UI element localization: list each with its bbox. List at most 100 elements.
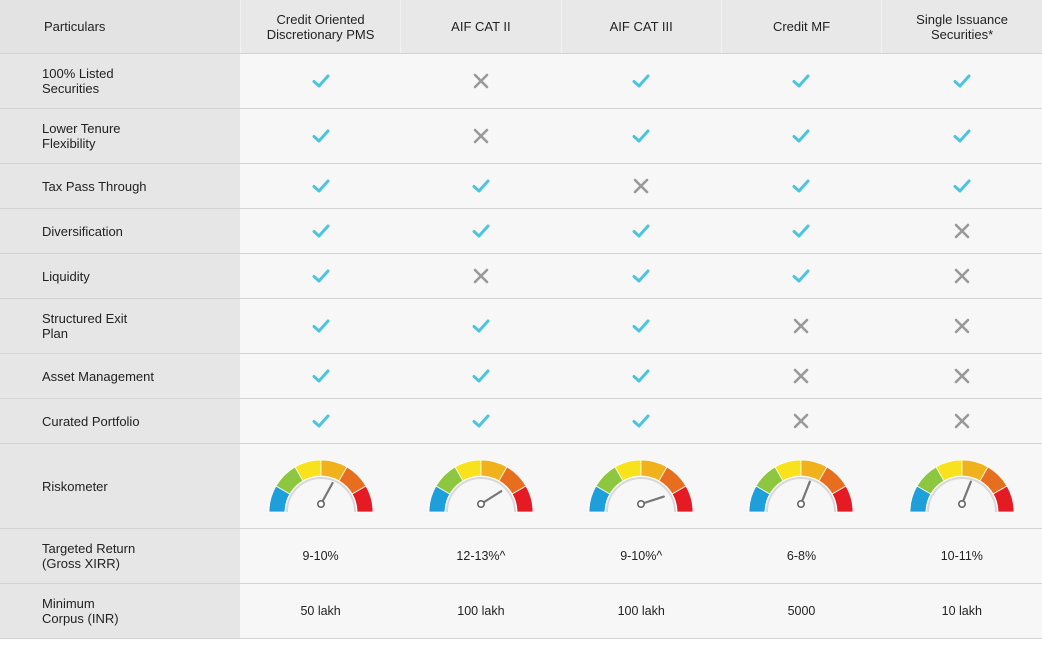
- table-cell: [721, 298, 882, 354]
- table-cell: [721, 108, 882, 164]
- table-cell: [881, 253, 1042, 299]
- table-cell: [721, 398, 882, 444]
- table-cell: [561, 163, 722, 209]
- check-icon: [632, 414, 650, 428]
- table-row: 100% Listed Securities: [0, 53, 1042, 109]
- check-icon: [632, 319, 650, 333]
- option-header: AIF CAT III: [560, 0, 722, 54]
- table-row: Structured Exit Plan: [0, 298, 1042, 354]
- table-cell: [400, 443, 562, 529]
- table-cell: [721, 53, 882, 109]
- row-label: 100% Listed Securities: [0, 53, 241, 109]
- riskometer-gauge: [749, 459, 854, 513]
- table-row: Diversification: [0, 208, 1042, 254]
- check-icon: [312, 224, 330, 238]
- minimum-corpus-value: 100 lakh: [400, 583, 562, 639]
- check-icon: [792, 224, 810, 238]
- check-icon: [312, 74, 330, 88]
- table-cell: [881, 443, 1042, 529]
- option-header: AIF CAT II: [400, 0, 562, 54]
- targeted-return-value: 12-13%^: [400, 528, 562, 584]
- check-icon: [312, 179, 330, 193]
- check-icon: [792, 179, 810, 193]
- table-cell: [240, 253, 401, 299]
- particulars-header: Particulars: [0, 0, 241, 54]
- table-cell: [721, 163, 882, 209]
- header-row: Particulars Credit Oriented Discretionary …: [0, 0, 1042, 54]
- risk-segment: [671, 485, 694, 513]
- table-row: Liquidity: [0, 253, 1042, 299]
- riskometer-gauge: [428, 459, 534, 513]
- table-cell: [400, 353, 562, 399]
- table-cell: [240, 208, 401, 254]
- table-cell: [561, 208, 722, 254]
- table-cell: [240, 443, 401, 529]
- table-cell: [400, 108, 562, 164]
- riskometer-gauge: [909, 459, 1015, 513]
- check-icon: [792, 129, 810, 143]
- cross-icon: [954, 268, 970, 284]
- check-icon: [953, 74, 971, 88]
- cross-icon: [633, 178, 649, 194]
- check-icon: [953, 129, 971, 143]
- check-icon: [632, 129, 650, 143]
- minimum-corpus-row: Minimum Corpus (INR) 50 lakh 100 lakh 100 la…: [0, 583, 1042, 639]
- targeted-return-value: 9-10%^: [561, 528, 722, 584]
- cross-icon: [954, 318, 970, 334]
- table-cell: [561, 443, 722, 529]
- table-cell: [721, 208, 882, 254]
- table-cell: [400, 253, 562, 299]
- cross-icon: [954, 223, 970, 239]
- cross-icon: [954, 368, 970, 384]
- gauge-hub: [797, 499, 806, 508]
- table-cell: [400, 298, 562, 354]
- table-cell: [561, 298, 722, 354]
- row-label: Structured Exit Plan: [0, 298, 241, 354]
- check-icon: [632, 269, 650, 283]
- table-cell: [400, 208, 562, 254]
- riskometer-row: Riskometer: [0, 443, 1042, 529]
- table-cell: [721, 253, 882, 299]
- check-icon: [312, 319, 330, 333]
- check-icon: [472, 179, 490, 193]
- risk-segment: [832, 485, 854, 513]
- table-body: 100% Listed Securities Lower Tenure Flexibi…: [0, 53, 1042, 639]
- check-icon: [792, 269, 810, 283]
- table-cell: [881, 208, 1042, 254]
- gauge-needle: [479, 490, 503, 506]
- minimum-corpus-value: 10 lakh: [881, 583, 1042, 639]
- table-row: Asset Management: [0, 353, 1042, 399]
- cross-icon: [794, 413, 809, 429]
- row-label: Targeted Return (Gross XIRR): [0, 528, 241, 584]
- gauge-hub: [637, 499, 646, 508]
- table-cell: [400, 53, 562, 109]
- gauge-needle: [960, 480, 972, 506]
- table-cell: [240, 108, 401, 164]
- option-header: Credit MF: [720, 0, 882, 54]
- table-cell: [240, 53, 401, 109]
- check-icon: [312, 369, 330, 383]
- risk-segment: [351, 485, 373, 513]
- table-cell: [881, 53, 1042, 109]
- check-icon: [792, 74, 810, 88]
- targeted-return-value: 10-11%: [881, 528, 1042, 584]
- risk-segment: [992, 485, 1015, 513]
- table-row: Curated Portfolio: [0, 398, 1042, 444]
- check-icon: [953, 179, 971, 193]
- check-icon: [632, 74, 650, 88]
- table-cell: [240, 353, 401, 399]
- table-cell: [881, 163, 1042, 209]
- check-icon: [312, 269, 330, 283]
- check-icon: [632, 369, 650, 383]
- table-row: Tax Pass Through: [0, 163, 1042, 209]
- riskometer-gauge: [268, 459, 373, 513]
- gauge-hub: [957, 499, 966, 508]
- row-label: Riskometer: [0, 443, 241, 529]
- riskometer-gauge: [588, 459, 694, 513]
- check-icon: [312, 414, 330, 428]
- targeted-return-value: 6-8%: [721, 528, 882, 584]
- cross-icon: [794, 318, 809, 334]
- table-cell: [561, 253, 722, 299]
- cross-icon: [473, 73, 489, 89]
